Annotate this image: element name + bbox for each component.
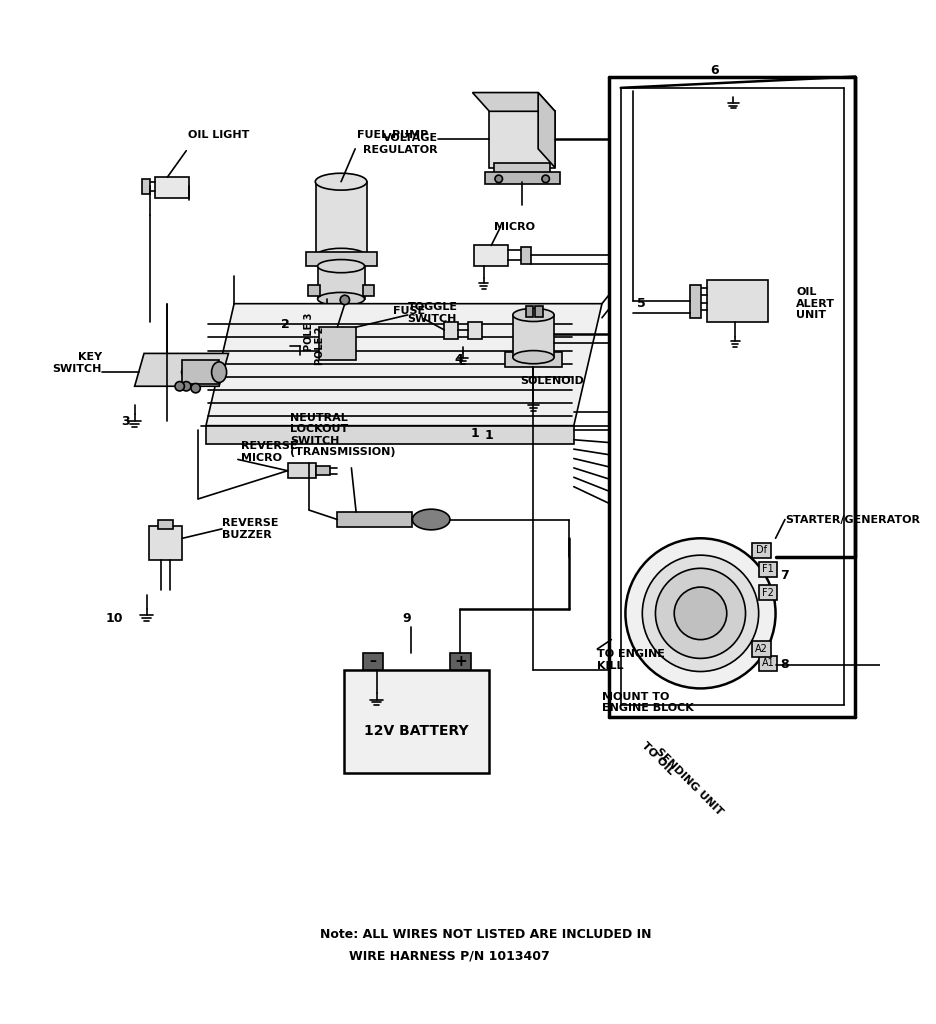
Text: Df: Df — [756, 546, 767, 555]
Circle shape — [340, 295, 349, 304]
Text: OIL LIGHT: OIL LIGHT — [188, 130, 250, 139]
Bar — [690, 285, 701, 317]
Text: A2: A2 — [755, 644, 768, 654]
Bar — [362, 285, 373, 296]
Text: TOGGLE
SWITCH: TOGGLE SWITCH — [408, 302, 458, 324]
Circle shape — [191, 383, 200, 393]
Text: NEUTRAL
LOCKOUT
SWITCH
(TRANSMISSION): NEUTRAL LOCKOUT SWITCH (TRANSMISSION) — [290, 413, 396, 458]
Bar — [445, 323, 459, 339]
Text: MOUNT TO
ENGINE BLOCK: MOUNT TO ENGINE BLOCK — [602, 691, 694, 714]
Bar — [707, 281, 768, 323]
Ellipse shape — [513, 350, 554, 364]
Bar — [759, 585, 778, 600]
Bar — [306, 252, 377, 266]
Circle shape — [674, 587, 726, 640]
Bar — [505, 352, 562, 367]
Text: F2: F2 — [762, 588, 774, 598]
Bar — [344, 670, 490, 773]
Circle shape — [542, 175, 549, 182]
Text: REVERSE
BUZZER: REVERSE BUZZER — [222, 518, 278, 540]
Bar — [318, 327, 356, 360]
Bar — [182, 360, 219, 384]
Polygon shape — [538, 92, 555, 168]
Text: 2: 2 — [282, 317, 290, 331]
Text: FUSE: FUSE — [393, 306, 426, 316]
Text: VOLTAGE
REGULATOR: VOLTAGE REGULATOR — [363, 133, 438, 155]
Ellipse shape — [317, 259, 364, 272]
Text: KEY
SWITCH: KEY SWITCH — [52, 352, 102, 374]
Bar — [362, 652, 384, 670]
Text: F1: F1 — [762, 564, 774, 574]
Bar — [315, 466, 329, 475]
Bar — [315, 181, 367, 257]
Ellipse shape — [182, 362, 219, 382]
Text: 12V BATTERY: 12V BATTERY — [364, 724, 469, 737]
Text: STARTER/GENERATOR: STARTER/GENERATOR — [785, 514, 920, 524]
Text: SENDING UNIT: SENDING UNIT — [653, 746, 724, 818]
Text: 6: 6 — [710, 65, 719, 78]
Ellipse shape — [413, 509, 450, 529]
Bar — [468, 323, 482, 339]
Bar — [753, 543, 771, 558]
Text: OIL
ALERT
UNIT: OIL ALERT UNIT — [797, 287, 835, 321]
Text: 3: 3 — [121, 416, 129, 428]
Text: SOLENOID: SOLENOID — [520, 376, 584, 386]
Text: Note: ALL WIRES NOT LISTED ARE INCLUDED IN: Note: ALL WIRES NOT LISTED ARE INCLUDED … — [320, 928, 652, 941]
Ellipse shape — [317, 293, 364, 305]
Text: +: + — [454, 653, 467, 669]
Bar — [149, 526, 183, 560]
Text: 4: 4 — [454, 353, 462, 367]
Text: –: – — [370, 654, 376, 669]
Text: 5: 5 — [637, 297, 646, 310]
Circle shape — [642, 555, 759, 672]
Bar — [759, 562, 778, 577]
Bar — [759, 655, 778, 671]
Text: A1: A1 — [762, 658, 774, 668]
Text: 9: 9 — [402, 611, 411, 625]
Text: WIRE HARNESS P/N 1013407: WIRE HARNESS P/N 1013407 — [348, 949, 549, 963]
Ellipse shape — [315, 248, 367, 265]
Bar — [317, 266, 364, 299]
Bar — [158, 519, 173, 528]
Text: 8: 8 — [781, 658, 789, 672]
Text: MICRO: MICRO — [494, 222, 535, 231]
Bar — [287, 463, 315, 478]
Bar — [142, 179, 150, 194]
Ellipse shape — [212, 361, 227, 383]
Text: POLE 3: POLE 3 — [304, 312, 314, 351]
Bar — [490, 112, 555, 168]
Bar — [526, 305, 534, 316]
Polygon shape — [206, 304, 602, 426]
Bar — [494, 163, 550, 181]
Circle shape — [625, 539, 776, 688]
Bar — [155, 177, 189, 198]
Text: REVERSE
MICRO: REVERSE MICRO — [241, 441, 297, 463]
Bar — [535, 305, 543, 316]
Text: 1: 1 — [485, 429, 493, 441]
Bar — [308, 285, 319, 296]
Ellipse shape — [315, 173, 367, 190]
Ellipse shape — [513, 308, 554, 322]
Polygon shape — [473, 92, 555, 112]
Circle shape — [495, 175, 503, 182]
Bar — [521, 248, 531, 264]
Circle shape — [175, 382, 184, 391]
Text: FUEL PUMP: FUEL PUMP — [357, 130, 429, 139]
Polygon shape — [135, 353, 228, 386]
Text: 10: 10 — [105, 611, 123, 625]
Bar — [485, 172, 560, 183]
Circle shape — [182, 382, 191, 391]
Bar — [450, 652, 471, 670]
Bar — [337, 512, 413, 527]
Text: POLE 2: POLE 2 — [315, 327, 326, 366]
Text: TO OIL: TO OIL — [639, 740, 676, 777]
Bar — [753, 641, 771, 656]
Bar — [475, 246, 508, 266]
Polygon shape — [206, 426, 574, 444]
Text: 1: 1 — [471, 427, 479, 439]
Circle shape — [655, 568, 746, 658]
Text: 7: 7 — [781, 569, 789, 583]
Bar — [513, 315, 554, 357]
Text: TO ENGINE
KILL: TO ENGINE KILL — [597, 649, 665, 671]
